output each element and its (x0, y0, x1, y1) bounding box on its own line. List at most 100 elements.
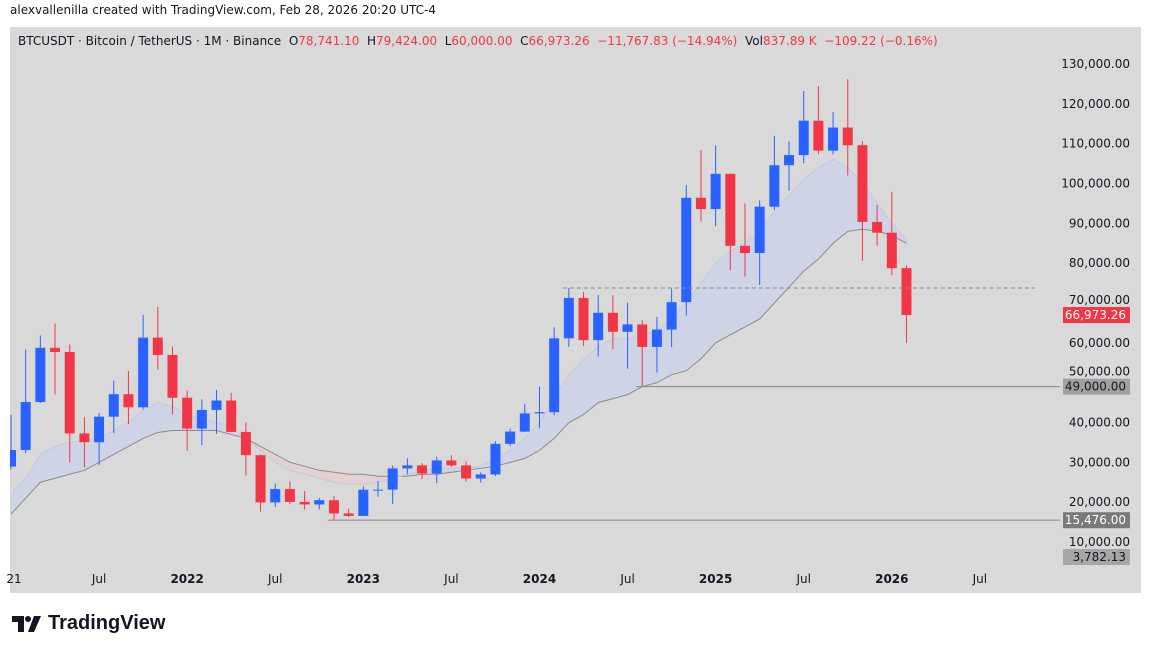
high-value: 79,424.00 (376, 34, 438, 48)
candle-down (79, 433, 90, 443)
ma-cloud-segment (11, 478, 26, 515)
candle-up (10, 450, 16, 467)
candle-up (314, 500, 325, 505)
extra-price-label-bg (1063, 549, 1130, 565)
ma-cloud-segment (568, 358, 584, 423)
ma-cloud-segment (554, 374, 569, 439)
x-tick-label: 2025 (699, 572, 732, 586)
candle-up (563, 297, 574, 339)
candle-down (123, 394, 134, 408)
y-tick-label: 50,000.00 (1069, 365, 1130, 379)
x-tick-label: Jul (972, 572, 987, 586)
candle-up (681, 197, 692, 303)
candle-down (299, 501, 310, 505)
tradingview-logo[interactable]: TradingView (12, 612, 165, 635)
level-price-label-bg (1063, 512, 1130, 529)
ma-cloud-segment (700, 263, 716, 359)
candle-down (50, 347, 61, 353)
tradingview-logo-icon (12, 615, 41, 632)
ma-cloud-segment (275, 454, 290, 471)
symbol-legend: BTCUSDT · Bitcoin / TetherUS · 1M · Bina… (18, 34, 938, 48)
candle-down (578, 297, 589, 341)
candle-down (842, 127, 853, 146)
candle-down (284, 489, 295, 502)
candle-down (695, 197, 706, 210)
candle-down (857, 145, 868, 222)
ma-cloud-segment (333, 472, 349, 485)
last-price-label: 66,973.26 (1065, 308, 1126, 322)
credit-text: alexvallenilla created with TradingView.… (10, 3, 436, 17)
candle-up (666, 302, 677, 330)
candle-down (343, 513, 354, 516)
candle-up (270, 489, 281, 503)
candle-down (637, 324, 648, 347)
x-tick-label: Jul (443, 572, 458, 586)
candle-up (519, 413, 530, 432)
plot-area (10, 79, 912, 521)
last-price-label-bg (1063, 307, 1130, 324)
y-tick-label: 120,000.00 (1061, 97, 1130, 111)
level-price-label: 49,000.00 (1065, 380, 1126, 394)
symbol-info[interactable]: BTCUSDT · Bitcoin / TetherUS · 1M · Bina… (18, 34, 282, 48)
ma-cloud-segment (363, 474, 378, 485)
low-label: L (444, 34, 452, 48)
extra-price-label: 3,782.13 (1073, 550, 1126, 564)
y-tick-label: 20,000.00 (1069, 495, 1130, 509)
candle-up (35, 347, 46, 403)
volume-label: Vol (745, 34, 763, 48)
candle-up (475, 474, 486, 479)
candle-up (534, 412, 545, 414)
candle-up (622, 324, 633, 332)
ma-cloud-segment (113, 422, 129, 455)
ma-cloud-segment (715, 251, 731, 343)
open-label: O (288, 34, 299, 48)
ma-cloud-segment (745, 231, 760, 327)
candle-down (813, 120, 824, 151)
ma-cloud-segment (627, 334, 643, 395)
y-tick-label: 30,000.00 (1069, 455, 1130, 469)
y-tick-label: 60,000.00 (1069, 336, 1130, 350)
ma-cloud-segment (789, 179, 804, 288)
ma-cloud-segment (803, 167, 819, 272)
y-tick-label: 100,000.00 (1061, 177, 1130, 191)
ma-cloud-segment (818, 159, 834, 260)
ma-cloud-segment (260, 446, 276, 463)
candle-down (417, 465, 428, 474)
candle-down (152, 337, 163, 355)
candle-up (490, 443, 501, 475)
candle-down (607, 312, 618, 332)
ma-cloud-segment (40, 446, 56, 483)
candle-up (20, 402, 31, 451)
x-tick-label: Jul (91, 572, 106, 586)
ma-cloud-segment (774, 195, 790, 303)
change-value: −11,767.83 (−14.94%) (597, 34, 738, 48)
ma-cloud-segment (612, 338, 628, 399)
level-price-label-bg (1063, 378, 1130, 395)
candle-down (446, 460, 457, 466)
candle-down (886, 232, 897, 269)
x-tick-label: 2024 (523, 572, 556, 586)
x-tick-label: 2023 (347, 572, 380, 586)
ma-cloud-segment (128, 410, 144, 447)
ma-cloud-segment (25, 454, 41, 499)
ma-cloud-segment (319, 470, 334, 483)
candle-up (402, 465, 413, 469)
chart-panel[interactable] (10, 27, 1141, 593)
low-value: 60,000.00 (451, 34, 513, 48)
candle-up (828, 127, 839, 151)
candle-up (138, 337, 149, 408)
ma-cloud-segment (289, 462, 305, 475)
y-tick-label: 130,000.00 (1061, 57, 1130, 71)
y-tick-label: 90,000.00 (1069, 216, 1130, 230)
ma-cloud-segment (55, 442, 70, 479)
candle-up (769, 165, 780, 207)
candle-down (725, 173, 736, 246)
candle-down (240, 431, 251, 456)
candle-up (108, 394, 119, 417)
candle-up (196, 409, 207, 429)
ma-cloud-segment (730, 243, 745, 335)
volume-change: −109.22 (−0.16%) (824, 34, 938, 48)
candle-up (651, 329, 662, 347)
